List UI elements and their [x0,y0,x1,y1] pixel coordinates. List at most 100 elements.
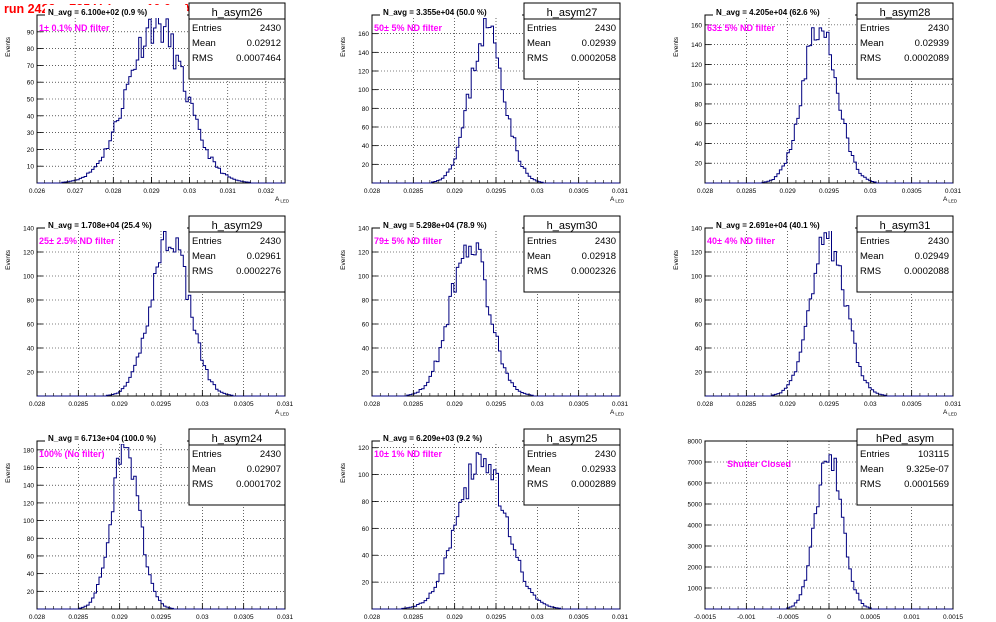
x-tick-label: 0.031 [277,614,294,621]
y-tick-label: 60 [695,121,703,128]
stats-label: Entries [192,23,222,34]
stats-box [856,2,954,80]
stats-value: 0.0002088 [904,266,949,277]
y-tick-label: 20 [362,162,370,169]
x-tick-label: 0.0305 [902,401,922,408]
stats-value: 0.02949 [915,251,949,262]
x-tick-label: 0.028 [364,188,381,195]
histogram-line [705,454,953,610]
x-tick-label: 0 [827,614,831,621]
histogram-line [705,227,953,397]
y-tick-label: 90 [27,29,35,36]
y-tick-label: 40 [27,346,35,353]
navg-box [45,218,187,231]
x-tick-label: 0.03 [531,401,544,408]
stats-value: 0.0001569 [904,479,949,490]
x-tick-label: 0.0305 [234,401,254,408]
stats-value: 0.0002276 [236,266,281,277]
y-tick-label: 5000 [688,502,703,509]
stats-label: Mean [527,464,551,475]
x-tick-label: 0.03 [183,188,196,195]
y-tick-label: 6000 [688,481,703,488]
navg-label: N_avg = 1.708e+04 (25.4 %) [48,221,152,230]
y-tick-label: 10 [27,164,35,171]
navg-box [713,5,855,18]
stats-box [188,2,286,80]
y-tick-label: 100 [691,82,702,89]
stats-label: RMS [527,53,548,64]
x-axis-label: ALED [275,409,290,417]
x-tick-label: 0.029 [447,188,464,195]
stats-label: Entries [527,236,557,247]
y-tick-label: 40 [362,346,370,353]
x-tick-label: 0.0295 [486,188,506,195]
histogram-panel-h_asym24: 0.028 0.0285 0.029 0.0295 0.03 0.0305 0.031 20 4… [5,428,294,621]
x-tick-label: 0.026 [29,188,46,195]
x-tick-label: 0.029 [143,188,160,195]
y-tick-label: 60 [695,322,703,329]
stats-label: Entries [860,449,890,460]
stats-label: RMS [527,479,548,490]
y-tick-label: 80 [695,101,703,108]
y-tick-label: 140 [358,50,369,57]
y-tick-label: 4000 [688,523,703,530]
y-tick-label: 20 [27,589,35,596]
x-tick-label: 0.029 [447,614,464,621]
x-tick-label: -0.0015 [694,614,716,621]
filter-annotation: 63± 5% ND filter [707,23,775,33]
y-axis-label: Events [340,36,347,57]
histogram-line [372,242,620,397]
y-tick-label: 20 [695,161,703,168]
y-tick-label: 2000 [688,565,703,572]
histogram-line [705,27,953,184]
histogram-panel-h_asym31: 0.028 0.0285 0.029 0.0295 0.03 0.0305 0.031 20 4… [673,215,962,417]
y-tick-label: 20 [362,580,370,587]
x-tick-label: 0.028 [697,188,714,195]
navg-label: N_avg = 6.100e+02 (0.9 %) [48,8,148,17]
x-tick-label: 0.032 [258,188,275,195]
stats-value: 0.0002326 [571,266,616,277]
y-axis-label: Events [673,36,680,57]
y-tick-label: 80 [27,46,35,53]
y-axis-label: Events [340,462,347,483]
filter-annotation: 100% (No filter) [39,449,105,459]
stats-label: RMS [860,53,881,64]
stats-label: Mean [860,251,884,262]
y-tick-label: 20 [27,147,35,154]
stats-value: 0.02918 [582,251,616,262]
y-axis-label: Events [340,249,347,270]
stats-box [856,428,954,506]
y-tick-label: 20 [362,370,370,377]
y-tick-label: 60 [362,125,370,132]
y-tick-label: 100 [691,274,702,281]
histogram-name: h_asym24 [212,433,263,445]
x-tick-label: 0.0295 [819,401,839,408]
stats-value: 2430 [595,236,616,247]
filter-annotation: 25± 2.5% ND filter [39,236,115,246]
x-tick-label: 0.0285 [736,401,756,408]
y-tick-label: 8000 [688,439,703,446]
x-tick-label: 0.031 [277,401,294,408]
y-tick-label: 40 [27,113,35,120]
y-tick-label: 40 [695,346,703,353]
filter-annotation: 79± 5% ND filter [374,236,442,246]
y-tick-label: 140 [23,226,34,233]
x-tick-label: 0.0295 [819,188,839,195]
x-tick-label: 0.0285 [68,401,88,408]
y-tick-label: 100 [358,472,369,479]
y-tick-label: 60 [27,322,35,329]
y-axis-label: Events [5,249,12,270]
stats-value: 0.0002089 [904,53,949,64]
navg-label: N_avg = 4.205e+04 (62.6 %) [716,8,820,17]
stats-value: 0.0001702 [236,479,281,490]
stats-value: 9.325e-07 [906,464,949,475]
y-tick-label: 70 [27,63,35,70]
x-tick-label: 0.028 [364,401,381,408]
stats-box [188,215,286,293]
x-tick-label: 0.03 [531,188,544,195]
filter-annotation: 50± 5% ND filter [374,23,442,33]
x-tick-label: 0.03 [531,614,544,621]
stats-value: 0.0002889 [571,479,616,490]
stats-value: 2430 [260,449,281,460]
y-tick-label: 80 [362,298,370,305]
